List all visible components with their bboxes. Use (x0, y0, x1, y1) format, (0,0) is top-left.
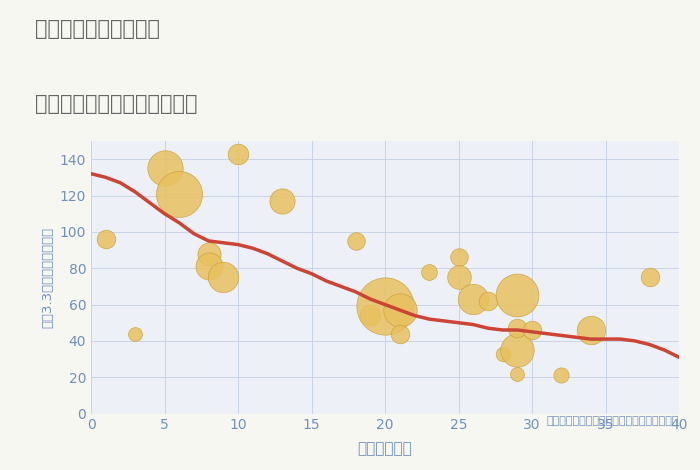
X-axis label: 築年数（年）: 築年数（年） (358, 441, 412, 456)
Point (379, 303, 391, 310)
Point (453, 253, 464, 261)
Point (394, 330, 405, 337)
Text: 円の大きさは、取引のあった物件面積を示す: 円の大きさは、取引のあった物件面積を示す (547, 416, 679, 426)
Point (468, 295, 479, 303)
Point (644, 274, 655, 281)
Point (203, 263, 214, 270)
Point (203, 250, 214, 258)
Point (394, 306, 405, 314)
Point (159, 164, 170, 172)
Point (218, 274, 229, 281)
Point (482, 297, 493, 305)
Point (365, 312, 376, 319)
Y-axis label: 坪（3.3㎡）単価（万円）: 坪（3.3㎡）単価（万円） (41, 227, 54, 328)
Point (512, 292, 523, 299)
Point (453, 274, 464, 281)
Point (512, 370, 523, 377)
Point (424, 268, 435, 275)
Point (232, 150, 244, 157)
Point (100, 235, 111, 243)
Point (350, 237, 361, 245)
Point (497, 350, 508, 357)
Point (585, 326, 596, 334)
Point (512, 346, 523, 354)
Text: 奈良県奈良市大保町の: 奈良県奈良市大保町の (35, 19, 160, 39)
Point (556, 372, 567, 379)
Point (526, 326, 538, 334)
Point (174, 190, 185, 197)
Point (130, 330, 141, 337)
Point (276, 197, 288, 205)
Point (512, 324, 523, 332)
Text: 築年数別中古マンション価格: 築年数別中古マンション価格 (35, 94, 197, 114)
